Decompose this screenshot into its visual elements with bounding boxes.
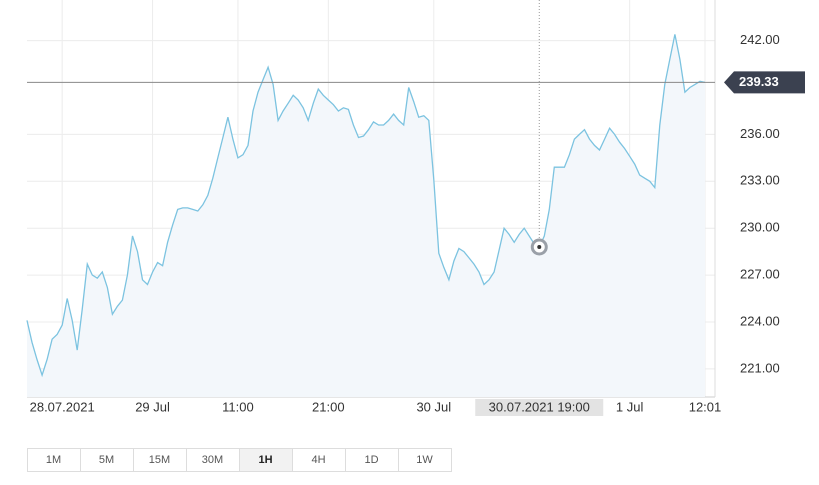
price-area (27, 34, 705, 398)
x-tick-label: 28.07.2021 (30, 399, 95, 414)
timeframe-label[interactable]: 4H (311, 454, 325, 466)
y-tick-label: 221.00 (740, 360, 780, 375)
x-tick-label: 12:01 (689, 399, 722, 414)
y-tick-label: 233.00 (740, 173, 780, 188)
x-tick-label: 29 Jul (135, 399, 170, 414)
y-tick-label: 236.00 (740, 126, 780, 141)
current-price-label: 239.33 (739, 74, 779, 89)
x-tick-label: 30 Jul (416, 399, 451, 414)
y-tick-label: 224.00 (740, 313, 780, 328)
crosshair-dot (537, 244, 542, 249)
timeframe-label[interactable]: 1W (416, 454, 433, 466)
timeframe-label[interactable]: 1H (258, 454, 272, 466)
x-tick-label: 30.07.2021 19:00 (489, 399, 590, 414)
x-tick-label: 21:00 (312, 399, 345, 414)
timeframe-button[interactable] (398, 448, 452, 472)
price-line (26, 34, 706, 378)
timeframe-label[interactable]: 5M (99, 454, 114, 466)
current-price-tag (724, 71, 805, 94)
timeframe-label[interactable]: 30M (202, 454, 223, 466)
y-tick-label: 227.00 (740, 267, 780, 282)
timeframe-label[interactable]: 1D (364, 454, 378, 466)
timeframe-label[interactable]: 15M (149, 454, 170, 466)
timeframe-label[interactable]: 1M (46, 454, 61, 466)
x-tick-label: 1 Jul (616, 399, 644, 414)
y-tick-label: 242.00 (740, 32, 780, 47)
y-tick-label: 230.00 (740, 220, 780, 235)
x-tick-label: 11:00 (222, 399, 254, 414)
crosshair-label-bg (475, 399, 604, 416)
